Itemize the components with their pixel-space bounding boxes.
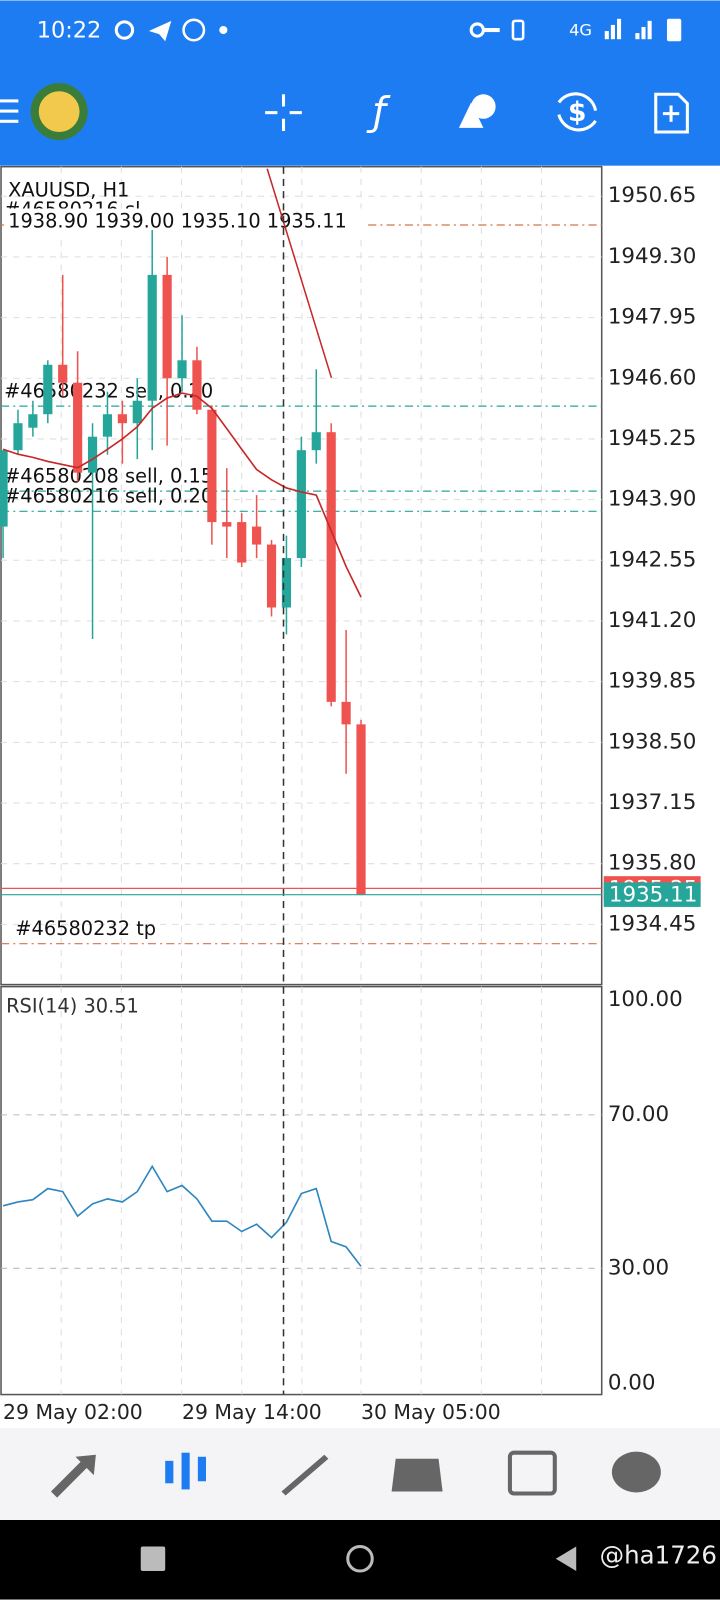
- tab-quotes[interactable]: [50, 1454, 96, 1498]
- price-tag: [603, 882, 701, 907]
- tab-history[interactable]: [391, 1458, 443, 1492]
- y-tick-label: 1943.90: [608, 487, 697, 512]
- trend-line: [266, 168, 333, 379]
- top-bar: [0, 0, 720, 166]
- y-tick-label: 1941.20: [608, 608, 697, 633]
- order-label: #46580232 sell, 0.20: [4, 379, 213, 402]
- candle-body: [13, 423, 23, 451]
- y-tick-label: 1935.80: [608, 851, 697, 876]
- tab-chart[interactable]: [165, 1452, 207, 1490]
- candle-body: [132, 400, 142, 424]
- candle-body: [281, 558, 292, 608]
- candle-body: [311, 432, 321, 451]
- candle-body: [58, 364, 68, 383]
- candle-body: [0, 450, 8, 527]
- moving-average: [2, 392, 362, 598]
- trade-button[interactable]: $: [557, 92, 598, 132]
- watermark: @ha1726: [600, 1541, 717, 1570]
- x-tick-label: 29 May 14:00: [182, 1400, 322, 1424]
- rsi-tick-label: 30.00: [608, 1255, 669, 1280]
- nav-back[interactable]: [555, 1546, 577, 1571]
- candle-body: [87, 436, 98, 473]
- status-network: 4G: [569, 21, 592, 40]
- x-tick-label: 29 May 02:00: [3, 1400, 143, 1424]
- nav-recents[interactable]: [140, 1546, 166, 1571]
- candle-body: [207, 409, 217, 523]
- candle-body: [192, 360, 202, 410]
- candle-body: [43, 364, 53, 415]
- candle-body: [117, 414, 127, 424]
- candle-body: [73, 382, 83, 473]
- order-label: #46580216 sell, 0.20: [4, 485, 213, 508]
- y-tick-label: 1950.65: [608, 183, 697, 208]
- y-tick-label: 1946.60: [608, 365, 697, 390]
- rsi-title: RSI(14) 30.51: [6, 995, 139, 1018]
- rsi-tick-label: 100.00: [608, 987, 683, 1012]
- candle-body: [28, 414, 38, 428]
- rsi-line: [2, 1164, 362, 1267]
- tab-news[interactable]: [507, 1450, 557, 1496]
- rsi-tick-label: 70.00: [608, 1102, 669, 1127]
- app-logo-inner: [38, 91, 80, 133]
- candle-body: [237, 522, 247, 563]
- tab-trade[interactable]: [281, 1454, 329, 1496]
- y-tick-label: 1937.15: [608, 790, 697, 815]
- tab-icons: [50, 1450, 661, 1498]
- tab-bar: [0, 1428, 720, 1520]
- y-tick-label: 1934.45: [608, 911, 697, 936]
- new-order-button[interactable]: [654, 92, 689, 134]
- y-tick-label: 1942.55: [608, 547, 697, 572]
- rsi-panel: [0, 985, 603, 1396]
- candle-body: [326, 432, 336, 702]
- candle-body: [252, 526, 262, 545]
- menu-button[interactable]: [0, 99, 19, 123]
- candle-body: [102, 414, 113, 437]
- y-tick-label: 1949.30: [608, 244, 697, 269]
- candle-body: [296, 450, 306, 559]
- candle-body: [147, 274, 157, 401]
- y-tick-label: 1947.95: [608, 305, 697, 330]
- nav-bar: [0, 1520, 720, 1600]
- price-tag-label: 1935.11: [609, 883, 698, 908]
- rsi-tick-label: 0.00: [608, 1370, 656, 1395]
- candle-body: [162, 274, 172, 379]
- objects-button[interactable]: [458, 94, 496, 128]
- status-time: 10:22: [37, 18, 102, 44]
- y-tick-label: 1939.85: [608, 669, 697, 694]
- nav-home[interactable]: [346, 1544, 374, 1573]
- y-tick-label: 1945.25: [608, 426, 697, 451]
- ohlc-label: 1938.90 1939.00 1935.10 1935.11: [8, 209, 347, 232]
- x-tick-label: 30 May 05:00: [361, 1400, 501, 1424]
- y-tick-label: 1938.50: [608, 729, 697, 754]
- crosshair-button[interactable]: [265, 94, 302, 131]
- candle-body: [356, 724, 366, 895]
- status-icons: [114, 18, 682, 42]
- svg-text:$: $: [568, 97, 586, 128]
- order-label: #46580232 tp: [15, 917, 156, 940]
- candle-body: [222, 522, 232, 527]
- candle-body: [341, 701, 351, 725]
- candle-body: [177, 360, 187, 379]
- ohlc-background: [4, 208, 368, 236]
- tab-chat[interactable]: [611, 1451, 661, 1493]
- symbol-label: XAUUSD, H1: [8, 179, 129, 202]
- candle-body: [266, 544, 277, 608]
- order-label: #46580208 sell, 0.15: [4, 464, 213, 487]
